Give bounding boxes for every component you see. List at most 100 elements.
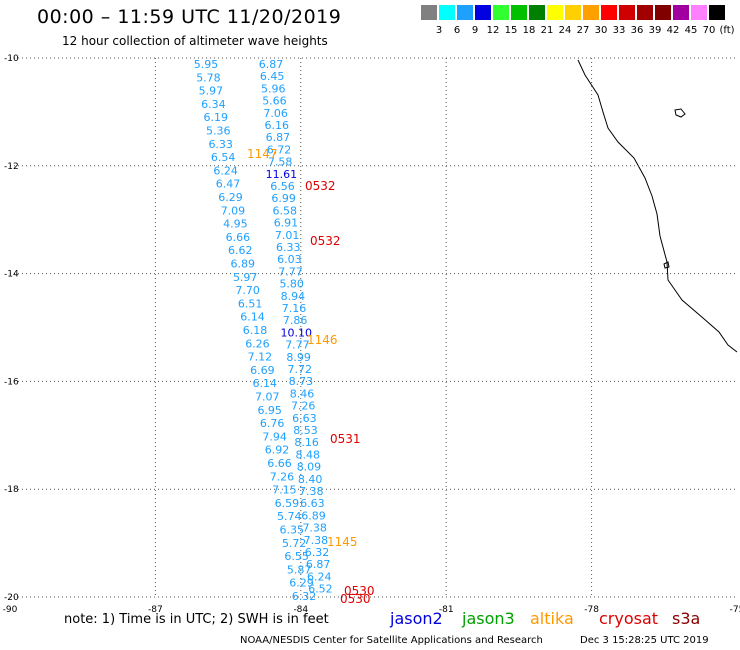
legend-s3a: s3a — [672, 609, 701, 628]
track-a-value: 7.09 — [221, 204, 246, 217]
track-b-value: 5.80 — [279, 278, 304, 291]
color-swatch — [439, 5, 455, 20]
color-swatch — [673, 5, 689, 20]
color-scale-label: 27 — [576, 25, 590, 36]
pass-time-label: 0530 — [344, 584, 375, 598]
track-b-value: 6.87 — [266, 131, 291, 144]
color-swatch — [547, 5, 563, 20]
track-a-value: 6.51 — [238, 297, 263, 310]
track-a-value: 6.95 — [257, 404, 282, 417]
lat-tick-label: -18 — [4, 485, 19, 495]
track-b-value: 6.63 — [300, 497, 325, 510]
track-b-value: 8.53 — [293, 424, 318, 437]
track-a-value: 6.14 — [253, 377, 278, 390]
track-b-value: 6.99 — [271, 192, 296, 205]
legend-jason2: jason2 — [390, 609, 443, 628]
track-b-value: 7.72 — [288, 363, 313, 376]
lat-lon-grid — [10, 57, 737, 598]
track-a-value: 7.70 — [235, 284, 260, 297]
track-b-value: 6.45 — [260, 70, 285, 83]
axis-tick-labels: -90 -87 -84 -81 -78 -75 -10 -12 -14 -16 -18 -20 — [3, 54, 740, 615]
pass-time-label: 0532 — [310, 234, 341, 248]
track-a-value: 6.29 — [289, 577, 314, 590]
footnote: note: 1) Time is in UTC; 2) SWH is in fe… — [64, 612, 329, 627]
track-b-value: 6.91 — [274, 217, 299, 230]
track-a-value: 6.55 — [284, 550, 309, 563]
color-scale-label: 9 — [471, 25, 479, 36]
pass-time-label: 1147 — [247, 147, 278, 161]
color-scale-label: 24 — [558, 25, 572, 36]
track-b-value: 6.87 — [259, 58, 284, 71]
track-a-value: 6.66 — [226, 231, 251, 244]
track-a-value: 5.97 — [199, 85, 224, 98]
track-b-value: 5.66 — [262, 95, 287, 108]
track-b-value: 11.61 — [266, 168, 298, 181]
track-a-value: 5.87 — [287, 563, 312, 576]
lon-tick-label: -78 — [584, 605, 599, 615]
track-a-value: 6.62 — [228, 244, 253, 257]
track-b-value: 6.87 — [306, 558, 331, 571]
track-b-value: 7.38 — [302, 522, 327, 535]
legend-cryosat: cryosat — [599, 609, 659, 628]
color-swatch — [511, 5, 527, 20]
track-b-value: 6.16 — [265, 119, 290, 132]
color-swatch — [529, 5, 545, 20]
lon-tick-label: -75 — [730, 605, 740, 615]
color-swatch — [619, 5, 635, 20]
track-b-value: 6.03 — [277, 253, 302, 266]
track-a-value: 4.95 — [223, 218, 248, 231]
track-b-value: 8.16 — [294, 436, 319, 449]
lat-tick-label: -10 — [4, 54, 19, 64]
color-scale-label: 33 — [612, 25, 626, 36]
color-scale-label: (ft) — [719, 25, 735, 36]
track-a-value: 6.18 — [243, 324, 268, 337]
track-b-value: 5.96 — [261, 82, 286, 95]
track-a-value: 6.92 — [265, 444, 290, 457]
track-b-value: 6.32 — [305, 546, 330, 559]
track-a-value: 5.36 — [206, 125, 231, 138]
color-scale-label: 30 — [594, 25, 608, 36]
lon-tick-label: -84 — [293, 605, 308, 615]
track-b-value: 7.77 — [285, 339, 310, 352]
color-swatch — [601, 5, 617, 20]
track-b-value: 7.38 — [304, 534, 329, 547]
credit-line: NOAA/NESDIS Center for Satellite Applica… — [240, 635, 543, 646]
chart-subtitle: 12 hour collection of altimeter wave hei… — [62, 34, 328, 48]
track-b-value: 7.16 — [282, 302, 307, 315]
color-scale-label: 6 — [453, 25, 461, 36]
color-scale-label: 3 — [435, 25, 443, 36]
track-b-value: 7.58 — [268, 156, 293, 169]
color-scale-label: 36 — [630, 25, 644, 36]
color-swatch — [691, 5, 707, 20]
track-a-value: 7.12 — [248, 351, 273, 364]
legend-jason3: jason3 — [462, 609, 515, 628]
track-b-value: 8.94 — [281, 290, 306, 303]
coastline — [577, 59, 738, 353]
track-b-values: 6.876.455.965.667.066.166.876.727.5811.6… — [259, 58, 333, 596]
track-a-value: 7.26 — [270, 470, 295, 483]
color-swatch — [709, 5, 725, 20]
track-a-value: 7.15 — [272, 484, 297, 497]
track-b-value: 6.52 — [308, 583, 333, 596]
track-a-value: 6.89 — [231, 258, 256, 271]
color-swatch — [583, 5, 599, 20]
track-b-value: 7.86 — [283, 314, 308, 327]
color-swatch — [475, 5, 491, 20]
track-a-value: 6.69 — [250, 364, 275, 377]
track-a-value: 7.07 — [255, 391, 280, 404]
track-b-value: 7.06 — [263, 107, 288, 120]
track-a-value: 6.32 — [292, 590, 317, 603]
track-b-value: 8.40 — [298, 473, 323, 486]
color-swatch — [637, 5, 653, 20]
lat-tick-label: -12 — [4, 162, 19, 172]
track-b-value: 8.73 — [289, 375, 314, 388]
lon-tick-label: -81 — [439, 605, 454, 615]
track-b-value: 6.63 — [292, 412, 317, 425]
track-b-value: 10.10 — [281, 326, 313, 339]
coastline-path — [577, 59, 738, 353]
track-b-value: 8.99 — [286, 351, 311, 364]
track-a-value: 5.72 — [282, 537, 307, 550]
pass-time-label: 1145 — [327, 535, 358, 549]
track-a-value: 5.78 — [196, 71, 221, 84]
